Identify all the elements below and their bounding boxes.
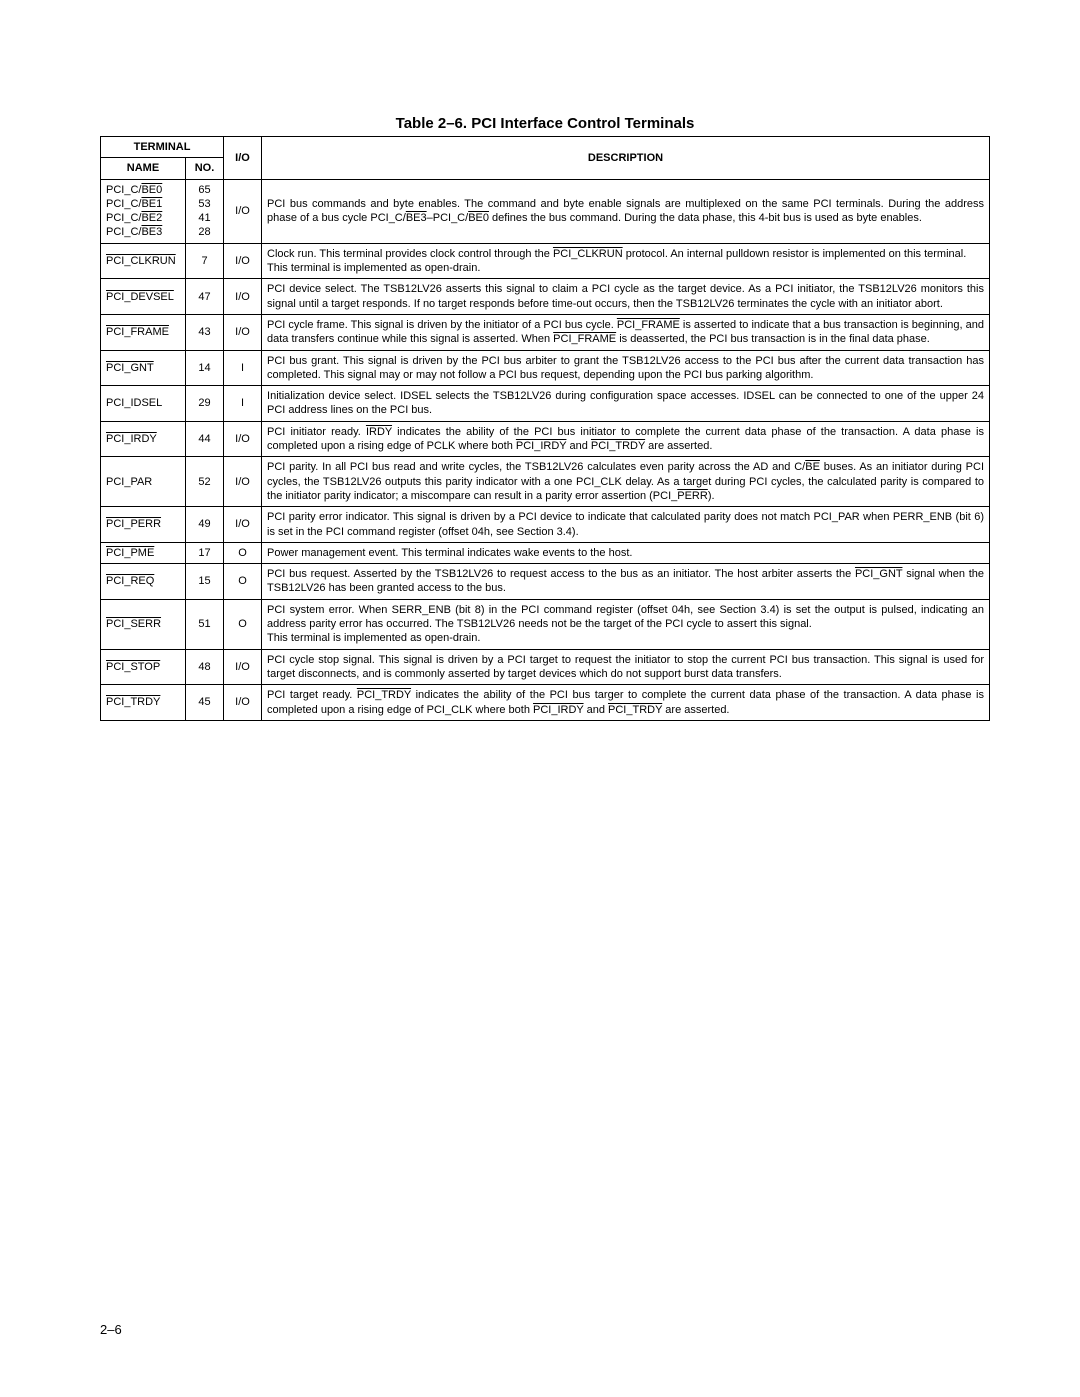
terminal-no: 45 bbox=[186, 685, 224, 721]
table-row: PCI_FRAME43I/OPCI cycle frame. This sign… bbox=[101, 314, 990, 350]
terminal-no: 48 bbox=[186, 649, 224, 685]
terminal-no: 47 bbox=[186, 279, 224, 315]
header-terminal: TERMINAL bbox=[101, 137, 224, 158]
header-io: I/O bbox=[224, 137, 262, 180]
table-row: PCI_TRDY45I/OPCI target ready. PCI_TRDY … bbox=[101, 685, 990, 721]
terminal-name: PCI_REQ bbox=[101, 564, 186, 600]
terminal-description: PCI parity error indicator. This signal … bbox=[262, 507, 990, 543]
terminal-io: O bbox=[224, 599, 262, 649]
terminal-name: PCI_PME bbox=[101, 542, 186, 563]
terminal-description: PCI parity. In all PCI bus read and writ… bbox=[262, 457, 990, 507]
terminal-io: I bbox=[224, 386, 262, 422]
terminal-io: I/O bbox=[224, 457, 262, 507]
terminal-name: PCI_CLKRUN bbox=[101, 243, 186, 279]
terminal-no: 52 bbox=[186, 457, 224, 507]
terminal-io: I/O bbox=[224, 685, 262, 721]
terminal-description: Power management event. This terminal in… bbox=[262, 542, 990, 563]
terminal-name: PCI_IRDY bbox=[101, 421, 186, 457]
table-row: PCI_GNT14IPCI bus grant. This signal is … bbox=[101, 350, 990, 386]
terminal-no: 49 bbox=[186, 507, 224, 543]
terminal-name: PCI_C/BE0PCI_C/BE1PCI_C/BE2PCI_C/BE3 bbox=[101, 179, 186, 243]
terminal-no: 14 bbox=[186, 350, 224, 386]
terminal-no: 17 bbox=[186, 542, 224, 563]
terminal-io: I/O bbox=[224, 243, 262, 279]
terminal-io: O bbox=[224, 564, 262, 600]
terminal-io: I bbox=[224, 350, 262, 386]
terminal-no: 44 bbox=[186, 421, 224, 457]
terminal-name: PCI_PERR bbox=[101, 507, 186, 543]
terminal-name: PCI_FRAME bbox=[101, 314, 186, 350]
header-name: NAME bbox=[101, 158, 186, 179]
terminal-description: PCI bus request. Asserted by the TSB12LV… bbox=[262, 564, 990, 600]
terminal-no: 43 bbox=[186, 314, 224, 350]
terminal-description: PCI initiator ready. IRDY indicates the … bbox=[262, 421, 990, 457]
terminal-no: 7 bbox=[186, 243, 224, 279]
terminal-description: PCI cycle stop signal. This signal is dr… bbox=[262, 649, 990, 685]
terminal-name: PCI_IDSEL bbox=[101, 386, 186, 422]
terminal-io: I/O bbox=[224, 649, 262, 685]
terminal-name: PCI_DEVSEL bbox=[101, 279, 186, 315]
table-row: PCI_STOP48I/OPCI cycle stop signal. This… bbox=[101, 649, 990, 685]
terminal-no: 65534128 bbox=[186, 179, 224, 243]
table-row: PCI_C/BE0PCI_C/BE1PCI_C/BE2PCI_C/BE36553… bbox=[101, 179, 990, 243]
table-row: PCI_CLKRUN7I/OClock run. This terminal p… bbox=[101, 243, 990, 279]
table-row: PCI_PME17OPower management event. This t… bbox=[101, 542, 990, 563]
terminal-description: PCI bus grant. This signal is driven by … bbox=[262, 350, 990, 386]
table-row: PCI_SERR51OPCI system error. When SERR_E… bbox=[101, 599, 990, 649]
header-description: DESCRIPTION bbox=[262, 137, 990, 180]
table-row: PCI_PERR49I/OPCI parity error indicator.… bbox=[101, 507, 990, 543]
terminal-name: PCI_STOP bbox=[101, 649, 186, 685]
terminal-description: Initialization device select. IDSEL sele… bbox=[262, 386, 990, 422]
terminal-io: I/O bbox=[224, 507, 262, 543]
terminal-no: 29 bbox=[186, 386, 224, 422]
table-row: PCI_IRDY44I/OPCI initiator ready. IRDY i… bbox=[101, 421, 990, 457]
terminal-name: PCI_PAR bbox=[101, 457, 186, 507]
terminal-io: I/O bbox=[224, 314, 262, 350]
terminal-io: I/O bbox=[224, 179, 262, 243]
table-row: PCI_DEVSEL47I/OPCI device select. The TS… bbox=[101, 279, 990, 315]
table-row: PCI_PAR52I/OPCI parity. In all PCI bus r… bbox=[101, 457, 990, 507]
table-row: PCI_IDSEL29IInitialization device select… bbox=[101, 386, 990, 422]
terminal-io: I/O bbox=[224, 421, 262, 457]
table-row: PCI_REQ15OPCI bus request. Asserted by t… bbox=[101, 564, 990, 600]
header-no: NO. bbox=[186, 158, 224, 179]
terminal-name: PCI_GNT bbox=[101, 350, 186, 386]
terminal-no: 15 bbox=[186, 564, 224, 600]
table-title: Table 2–6. PCI Interface Control Termina… bbox=[100, 115, 990, 132]
terminal-io: I/O bbox=[224, 279, 262, 315]
terminal-io: O bbox=[224, 542, 262, 563]
pci-terminals-table: TERMINAL I/O DESCRIPTION NAME NO. PCI_C/… bbox=[100, 136, 990, 721]
page-number: 2–6 bbox=[100, 1322, 122, 1337]
terminal-description: PCI system error. When SERR_ENB (bit 8) … bbox=[262, 599, 990, 649]
terminal-description: Clock run. This terminal provides clock … bbox=[262, 243, 990, 279]
terminal-description: PCI bus commands and byte enables. The c… bbox=[262, 179, 990, 243]
terminal-no: 51 bbox=[186, 599, 224, 649]
terminal-description: PCI device select. The TSB12LV26 asserts… bbox=[262, 279, 990, 315]
terminal-name: PCI_TRDY bbox=[101, 685, 186, 721]
terminal-name: PCI_SERR bbox=[101, 599, 186, 649]
terminal-description: PCI target ready. PCI_TRDY indicates the… bbox=[262, 685, 990, 721]
terminal-description: PCI cycle frame. This signal is driven b… bbox=[262, 314, 990, 350]
